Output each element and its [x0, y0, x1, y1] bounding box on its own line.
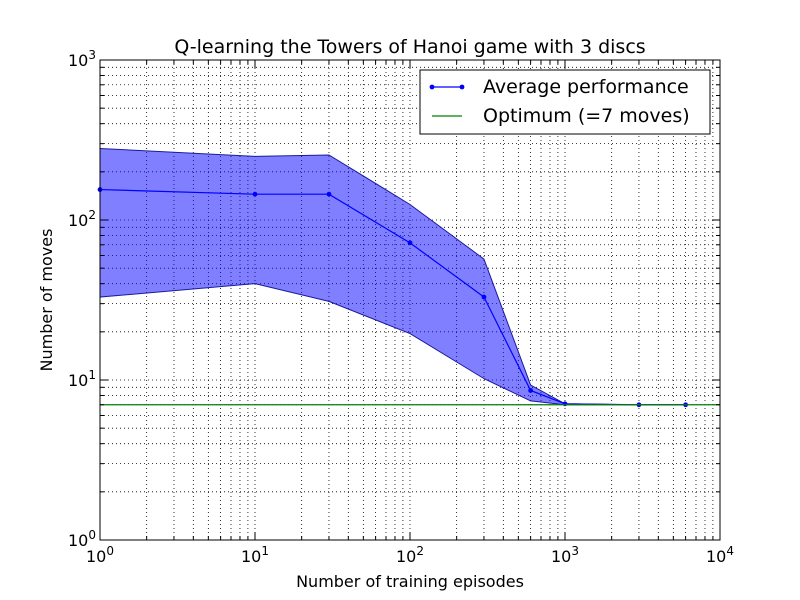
y-tick-label: 102 — [68, 208, 96, 230]
x-tick-label: 100 — [86, 544, 114, 566]
legend-average-marker-end — [459, 84, 465, 90]
y-tick-label: 101 — [68, 368, 96, 390]
average-performance-point — [407, 240, 413, 246]
x-tick-label: 104 — [706, 544, 734, 566]
average-performance-point — [528, 388, 534, 393]
chart-title: Q-learning the Towers of Hanoi game with… — [174, 36, 645, 58]
average-performance-point — [252, 191, 258, 197]
legend-box — [419, 69, 711, 135]
legend-optimum-label: Optimum (=7 moves) — [483, 105, 690, 127]
x-tick-label: 103 — [551, 544, 579, 566]
x-axis-label: Number of training episodes — [296, 572, 524, 591]
y-tick-label: 100 — [68, 528, 96, 550]
y-axis-label: Number of moves — [37, 229, 56, 372]
average-performance-point — [326, 191, 332, 197]
x-tick-label: 101 — [241, 544, 269, 566]
y-tick-label: 103 — [68, 48, 96, 70]
legend-average-marker-start — [429, 84, 435, 90]
axis-ticks: 100 101 102 103 104 100 101 102 103 — [68, 48, 734, 566]
confidence-band — [99, 147, 686, 406]
average-performance-point — [562, 401, 568, 407]
confidence-band-layer — [99, 147, 686, 406]
average-performance-point — [481, 294, 487, 300]
x-tick-label: 102 — [396, 544, 424, 566]
legend: Average performance Optimum (=7 moves) — [419, 69, 711, 135]
legend-average-label: Average performance — [483, 76, 689, 98]
